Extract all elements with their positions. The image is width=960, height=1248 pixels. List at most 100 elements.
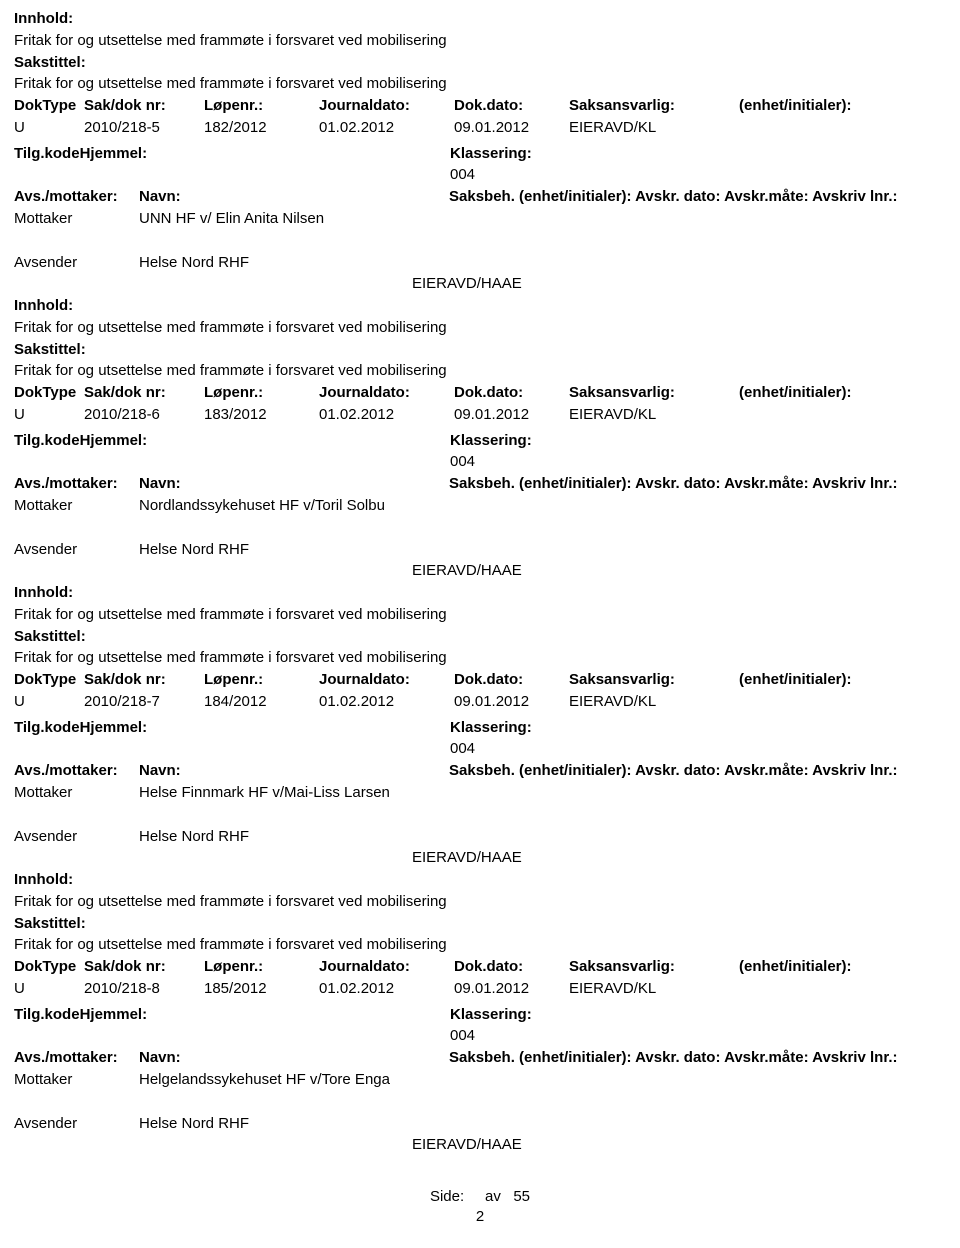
col-doktype-label: DokType [14, 382, 84, 404]
val-enhet [739, 404, 946, 426]
val-dokdato: 09.01.2012 [454, 404, 569, 426]
avsender-row: AvsenderHelse Nord RHF [14, 826, 946, 848]
page-footer: Side: av 552 [14, 1186, 946, 1228]
klassering-value: 004 [14, 1025, 946, 1047]
col-enhet-label: (enhet/initialer): [739, 956, 946, 978]
sakstittel-label: Sakstittel: [14, 626, 946, 648]
val-saksansvarlig: EIERAVD/KL [569, 691, 739, 713]
val-saksansvarlig: EIERAVD/KL [569, 404, 739, 426]
val-doktype: U [14, 117, 84, 139]
innhold-text: Fritak for og utsettelse med frammøte i … [14, 604, 946, 626]
col-journaldato-label: Journaldato: [319, 669, 454, 691]
val-sakdok: 2010/218-8 [84, 978, 204, 1000]
mottaker-name: Helgelandssykehuset HF v/Tore Enga [139, 1069, 946, 1091]
klassering-label: Klassering: [450, 143, 946, 165]
col-sakdok-label: Sak/dok nr: [84, 956, 204, 978]
mottaker-name: Helse Finnmark HF v/Mai-Liss Larsen [139, 782, 946, 804]
val-journaldato: 01.02.2012 [319, 117, 454, 139]
col-lopenr-label: Løpenr.: [204, 382, 319, 404]
innhold-label: Innhold: [14, 295, 946, 317]
mottaker-row: MottakerNordlandssykehuset HF v/Toril So… [14, 495, 946, 517]
avsender-label: Avsender [14, 1113, 139, 1135]
val-dokdato: 09.01.2012 [454, 978, 569, 1000]
col-enhet-label: (enhet/initialer): [739, 382, 946, 404]
avsender-label: Avsender [14, 252, 139, 274]
val-doktype: U [14, 404, 84, 426]
col-saksansvarlig-label: Saksansvarlig: [569, 956, 739, 978]
avsender-name: Helse Nord RHF [139, 826, 946, 848]
val-enhet [739, 691, 946, 713]
klassering-value: 004 [14, 738, 946, 760]
val-dokdato: 09.01.2012 [454, 691, 569, 713]
page-number: 2 [14, 1206, 946, 1228]
col-sakdok-label: Sak/dok nr: [84, 382, 204, 404]
innhold-text: Fritak for og utsettelse med frammøte i … [14, 317, 946, 339]
val-journaldato: 01.02.2012 [319, 691, 454, 713]
innhold-label: Innhold: [14, 869, 946, 891]
col-saksansvarlig-label: Saksansvarlig: [569, 95, 739, 117]
navn-label: Navn: [139, 186, 449, 208]
val-lopenr: 183/2012 [204, 404, 319, 426]
col-doktype-label: DokType [14, 956, 84, 978]
val-doktype: U [14, 691, 84, 713]
mottaker-name: UNN HF v/ Elin Anita Nilsen [139, 208, 946, 230]
avsender-row: AvsenderHelse Nord RHF [14, 252, 946, 274]
avsender-name: Helse Nord RHF [139, 539, 946, 561]
columns-values: U2010/218-7184/201201.02.201209.01.2012E… [14, 691, 946, 713]
val-saksansvarlig: EIERAVD/KL [569, 978, 739, 1000]
sakstittel-label: Sakstittel: [14, 913, 946, 935]
mottaker-name: Nordlandssykehuset HF v/Toril Solbu [139, 495, 946, 517]
col-enhet-label: (enhet/initialer): [739, 669, 946, 691]
val-dokdato: 09.01.2012 [454, 117, 569, 139]
col-sakdok-label: Sak/dok nr: [84, 669, 204, 691]
val-sakdok: 2010/218-7 [84, 691, 204, 713]
col-dokdato-label: Dok.dato: [454, 669, 569, 691]
avsender-code: EIERAVD/HAAE [14, 1134, 946, 1156]
avsender-label: Avsender [14, 826, 139, 848]
sakstittel-text: Fritak for og utsettelse med frammøte i … [14, 647, 946, 669]
tilg-label: Tilg.kodeHjemmel: [14, 1004, 450, 1026]
navn-label: Navn: [139, 760, 449, 782]
columns-header: DokTypeSak/dok nr:Løpenr.:Journaldato:Do… [14, 669, 946, 691]
mottaker-label: Mottaker [14, 782, 139, 804]
avsender-code: EIERAVD/HAAE [14, 273, 946, 295]
columns-header: DokTypeSak/dok nr:Løpenr.:Journaldato:Do… [14, 95, 946, 117]
col-lopenr-label: Løpenr.: [204, 669, 319, 691]
val-lopenr: 182/2012 [204, 117, 319, 139]
journal-entry: Innhold:Fritak for og utsettelse med fra… [14, 582, 946, 869]
navn-label: Navn: [139, 473, 449, 495]
avsmottaker-label: Avs./mottaker: [14, 760, 139, 782]
val-saksansvarlig: EIERAVD/KL [569, 117, 739, 139]
avsender-code: EIERAVD/HAAE [14, 847, 946, 869]
tilg-row: Tilg.kodeHjemmel:Klassering: [14, 1004, 946, 1026]
avsender-row: AvsenderHelse Nord RHF [14, 1113, 946, 1135]
tilg-label: Tilg.kodeHjemmel: [14, 430, 450, 452]
val-lopenr: 184/2012 [204, 691, 319, 713]
val-doktype: U [14, 978, 84, 1000]
val-sakdok: 2010/218-5 [84, 117, 204, 139]
tilg-label: Tilg.kodeHjemmel: [14, 717, 450, 739]
col-dokdato-label: Dok.dato: [454, 95, 569, 117]
klassering-value: 004 [14, 451, 946, 473]
avsmottaker-header: Avs./mottaker:Navn:Saksbeh. (enhet/initi… [14, 1047, 946, 1069]
avsmottaker-header: Avs./mottaker:Navn:Saksbeh. (enhet/initi… [14, 760, 946, 782]
saksbeh-label: Saksbeh. (enhet/initialer): Avskr. dato:… [449, 186, 946, 208]
avsmottaker-label: Avs./mottaker: [14, 1047, 139, 1069]
val-journaldato: 01.02.2012 [319, 404, 454, 426]
document-page: Innhold:Fritak for og utsettelse med fra… [14, 8, 946, 1228]
sakstittel-label: Sakstittel: [14, 52, 946, 74]
saksbeh-label: Saksbeh. (enhet/initialer): Avskr. dato:… [449, 1047, 946, 1069]
avsender-row: AvsenderHelse Nord RHF [14, 539, 946, 561]
col-sakdok-label: Sak/dok nr: [84, 95, 204, 117]
mottaker-row: MottakerHelgelandssykehuset HF v/Tore En… [14, 1069, 946, 1091]
val-enhet [739, 117, 946, 139]
col-lopenr-label: Løpenr.: [204, 95, 319, 117]
innhold-label: Innhold: [14, 8, 946, 30]
journal-entry: Innhold:Fritak for og utsettelse med fra… [14, 869, 946, 1156]
mottaker-label: Mottaker [14, 495, 139, 517]
col-dokdato-label: Dok.dato: [454, 382, 569, 404]
columns-header: DokTypeSak/dok nr:Løpenr.:Journaldato:Do… [14, 382, 946, 404]
avsmottaker-label: Avs./mottaker: [14, 186, 139, 208]
avsender-code: EIERAVD/HAAE [14, 560, 946, 582]
mottaker-label: Mottaker [14, 208, 139, 230]
